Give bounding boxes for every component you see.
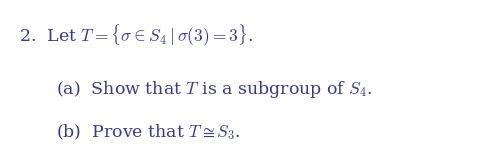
Text: 2.  Let $T = \{\sigma \in S_4 \mid \sigma(3) = 3\}$.: 2. Let $T = \{\sigma \in S_4 \mid \sigma…	[19, 23, 254, 49]
Text: (b)  Prove that $T \cong S_3$.: (b) Prove that $T \cong S_3$.	[56, 122, 241, 142]
Text: (a)  Show that $T$ is a subgroup of $S_4$.: (a) Show that $T$ is a subgroup of $S_4$…	[56, 79, 372, 100]
